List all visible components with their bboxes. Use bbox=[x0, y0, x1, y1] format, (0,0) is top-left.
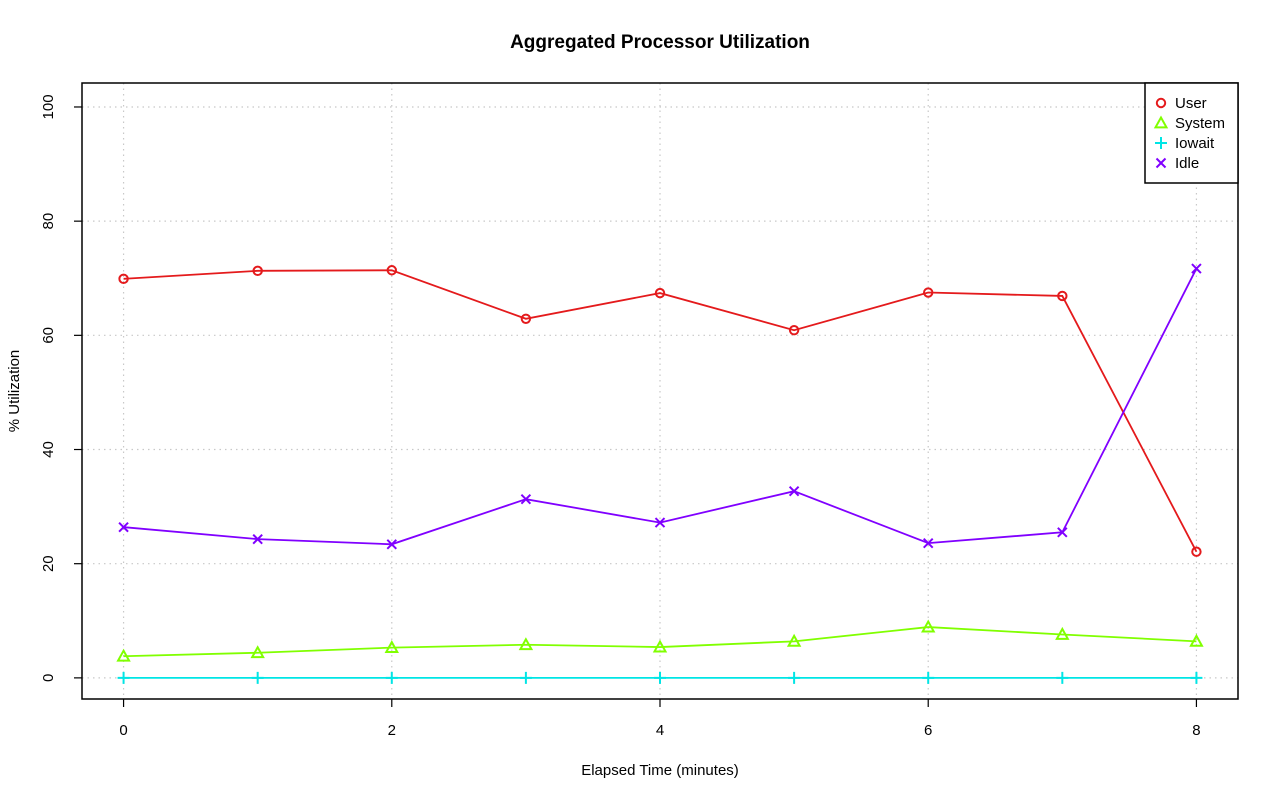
x-tick-label: 6 bbox=[924, 722, 932, 739]
data-point-iowait bbox=[1056, 671, 1069, 684]
x-tick-label: 0 bbox=[119, 722, 127, 739]
x-axis: 0 2 4 6 8 bbox=[119, 699, 1201, 739]
series-line-system bbox=[123, 626, 1197, 658]
legend-label-system: System bbox=[1175, 115, 1225, 132]
data-point-iowait bbox=[654, 671, 666, 684]
y-axis-label: % Utilization bbox=[6, 350, 23, 433]
data-point-system bbox=[786, 633, 802, 647]
data-point-system bbox=[921, 619, 936, 633]
legend-item-iowait: Iowait bbox=[1155, 135, 1215, 152]
chart-title: Aggregated Processor Utilization bbox=[510, 32, 810, 53]
data-point-iowait bbox=[788, 671, 801, 684]
data-point-user bbox=[520, 313, 532, 324]
data-point-system bbox=[518, 637, 534, 651]
data-point-idle bbox=[1057, 527, 1068, 538]
y-tick-label: 0 bbox=[40, 674, 57, 682]
data-point-system bbox=[250, 645, 265, 659]
data-point-user bbox=[252, 265, 263, 277]
y-tick-label: 100 bbox=[40, 94, 57, 119]
y-tick-label: 20 bbox=[40, 555, 57, 572]
legend-label-idle: Idle bbox=[1175, 155, 1199, 172]
data-point-iowait bbox=[1190, 671, 1203, 684]
data-point-system bbox=[116, 648, 131, 662]
series-system bbox=[116, 619, 1204, 662]
data-point-iowait bbox=[117, 671, 130, 684]
data-point-user bbox=[118, 273, 129, 285]
series-layer bbox=[116, 263, 1204, 684]
data-point-user bbox=[1057, 290, 1068, 302]
x-tick-label: 4 bbox=[656, 722, 664, 739]
x-axis-label: Elapsed Time (minutes) bbox=[581, 762, 739, 779]
y-tick-label: 60 bbox=[40, 327, 57, 344]
y-axis: 0 20 40 60 80 100 bbox=[40, 94, 82, 682]
legend-item-system: System bbox=[1153, 115, 1225, 132]
data-point-system bbox=[652, 639, 668, 653]
data-point-idle bbox=[386, 539, 397, 550]
legend-symbol-idle bbox=[1155, 157, 1167, 169]
grid bbox=[82, 83, 1238, 699]
x-tick-label: 2 bbox=[388, 722, 396, 739]
data-point-system bbox=[1055, 626, 1070, 640]
y-tick-label: 80 bbox=[40, 213, 57, 230]
x-tick-label: 8 bbox=[1192, 722, 1200, 739]
series-iowait bbox=[117, 671, 1203, 684]
data-point-user bbox=[788, 324, 800, 336]
y-tick-label: 40 bbox=[40, 441, 57, 458]
data-point-system bbox=[384, 640, 399, 654]
data-point-idle bbox=[923, 537, 934, 549]
legend-symbol-system bbox=[1153, 115, 1169, 129]
legend-label-user: User bbox=[1175, 95, 1207, 112]
legend-label-iowait: Iowait bbox=[1175, 135, 1215, 152]
legend-symbol-iowait bbox=[1155, 137, 1167, 149]
data-point-system bbox=[1189, 633, 1204, 647]
legend-item-user: User bbox=[1155, 95, 1207, 112]
data-point-iowait bbox=[519, 671, 532, 684]
data-point-iowait bbox=[251, 671, 264, 684]
data-point-iowait bbox=[922, 671, 935, 684]
data-point-idle bbox=[788, 485, 800, 497]
legend-item-idle: Idle bbox=[1155, 155, 1199, 172]
data-point-idle bbox=[118, 521, 129, 533]
series-idle bbox=[118, 263, 1202, 550]
series-line-user bbox=[123, 269, 1198, 553]
data-point-user bbox=[923, 287, 934, 298]
legend-symbol-user bbox=[1155, 97, 1167, 109]
data-point-iowait bbox=[385, 671, 398, 684]
data-point-user bbox=[1191, 546, 1202, 557]
data-point-user bbox=[386, 265, 397, 276]
legend: User System Iowait Idle bbox=[1144, 82, 1239, 184]
data-point-idle bbox=[654, 517, 666, 528]
data-point-user bbox=[654, 287, 666, 299]
data-point-idle bbox=[1191, 263, 1202, 274]
data-point-idle bbox=[252, 533, 263, 545]
series-user bbox=[118, 265, 1202, 557]
data-point-idle bbox=[520, 493, 532, 505]
